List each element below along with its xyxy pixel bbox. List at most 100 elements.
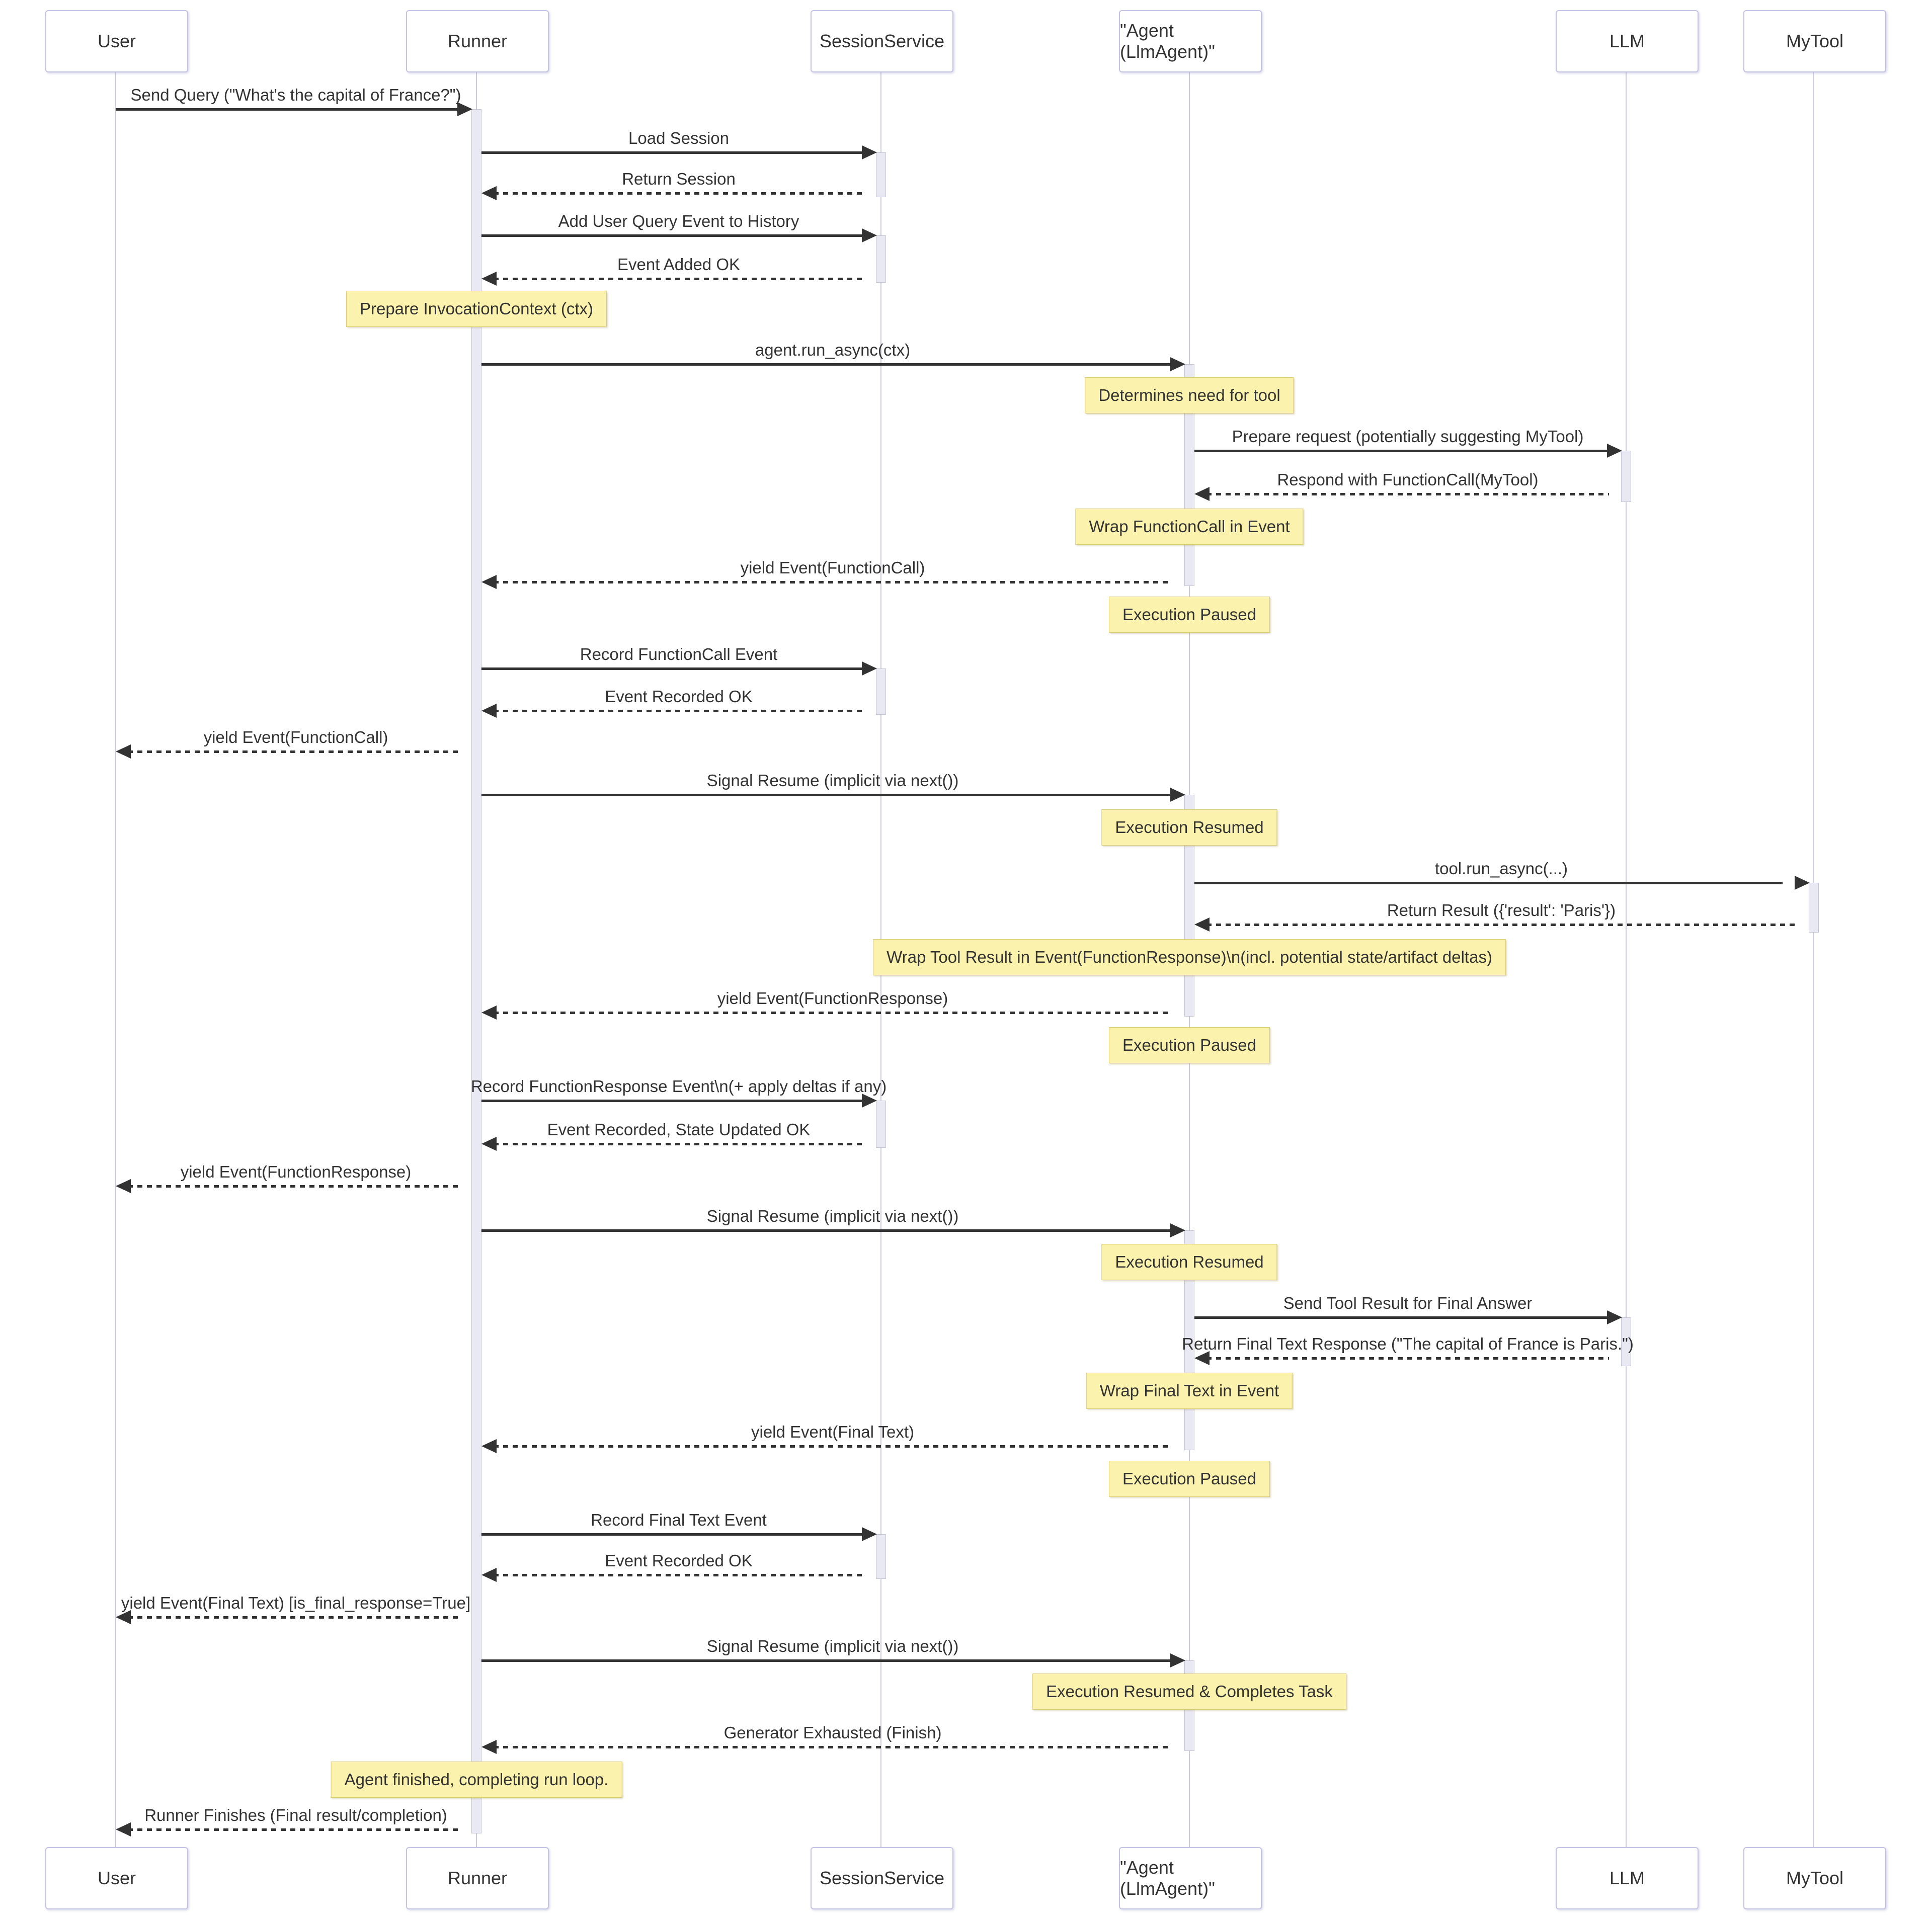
message-arrow (1194, 1316, 1607, 1319)
activation-bar-llm (1621, 451, 1631, 502)
message-label: Signal Resume (implicit via next()) (706, 1207, 959, 1225)
activation-bar-llm (1621, 1317, 1631, 1366)
participant-label: Runner (447, 1868, 508, 1888)
participant-sessionservice-bottom: SessionService (811, 1847, 953, 1909)
activation-bar-sessionservice (876, 235, 886, 283)
arrowhead-icon (1194, 917, 1210, 932)
arrowhead-icon (1170, 1223, 1185, 1237)
note: Execution Paused (1108, 1027, 1270, 1063)
participant-llm-top: LLM (1556, 10, 1699, 72)
arrowhead-icon (862, 228, 877, 242)
message-arrow (481, 363, 1170, 366)
message-arrow (494, 581, 1172, 583)
message-label: Respond with FunctionCall(MyTool) (1277, 470, 1539, 489)
arrowhead-icon (1170, 1653, 1185, 1667)
arrowhead-icon (457, 102, 472, 116)
arrowhead-icon (481, 704, 497, 718)
activation-bar-runner (471, 109, 481, 1833)
message-label: Signal Resume (implicit via next()) (706, 771, 959, 790)
note: Execution Resumed (1101, 809, 1277, 846)
participant-agent-top: "Agent (LlmAgent)" (1119, 10, 1262, 72)
activation-bar-sessionservice (876, 1534, 886, 1579)
message-label: Prepare request (potentially suggesting … (1232, 427, 1584, 446)
message-arrow (481, 1229, 1170, 1232)
message-arrow (494, 1012, 1172, 1014)
message-label: Return Session (622, 170, 736, 188)
arrowhead-icon (116, 1179, 131, 1193)
message-label: Return Result ({'result': 'Paris'}) (1387, 901, 1616, 919)
note: Execution Resumed & Completes Task (1032, 1674, 1346, 1710)
participant-mytool-top: MyTool (1743, 10, 1886, 72)
note: Execution Paused (1108, 597, 1270, 633)
arrowhead-icon (481, 272, 497, 286)
message-arrow (116, 108, 459, 111)
arrowhead-icon (116, 744, 131, 759)
arrowhead-icon (481, 1137, 497, 1151)
message-arrow (494, 1574, 864, 1576)
note: Wrap FunctionCall in Event (1075, 509, 1304, 545)
message-arrow (494, 1445, 1172, 1448)
lifeline-mytool (1813, 70, 1814, 1847)
arrowhead-icon (481, 1439, 497, 1453)
participant-label: LLM (1609, 31, 1645, 51)
arrowhead-icon (862, 145, 877, 159)
activation-bar-mytool (1809, 883, 1819, 933)
participant-label: MyTool (1786, 1868, 1844, 1888)
message-label: Signal Resume (implicit via next()) (706, 1637, 959, 1655)
arrowhead-icon (1194, 487, 1210, 501)
participant-label: User (97, 31, 136, 51)
participant-label: Runner (447, 31, 508, 51)
lifeline-llm (1626, 70, 1627, 1847)
message-label: yield Event(FunctionResponse) (717, 989, 948, 1008)
note: Execution Resumed (1101, 1244, 1277, 1280)
activation-bar-sessionservice (876, 1101, 886, 1148)
arrowhead-icon (862, 661, 877, 676)
arrowhead-icon (116, 1822, 131, 1836)
arrowhead-icon (1795, 876, 1810, 890)
message-label: Send Query ("What's the capital of Franc… (130, 86, 461, 104)
message-label: yield Event(Final Text) (751, 1423, 915, 1441)
participant-user-bottom: User (45, 1847, 188, 1909)
arrowhead-icon (481, 1006, 497, 1020)
message-label: Add User Query Event to History (558, 212, 799, 230)
message-label: Generator Exhausted (Finish) (723, 1723, 942, 1742)
message-arrow (481, 1100, 864, 1102)
arrowhead-icon (481, 1740, 497, 1754)
message-arrow (494, 278, 864, 280)
participant-label: SessionService (819, 1868, 945, 1888)
arrowhead-icon (1194, 1351, 1210, 1365)
message-label: yield Event(FunctionResponse) (180, 1162, 412, 1181)
message-arrow (1206, 1357, 1609, 1360)
arrowhead-icon (481, 186, 497, 200)
note: Execution Paused (1108, 1461, 1270, 1497)
note: Prepare InvocationContext (ctx) (346, 291, 607, 327)
message-arrow (128, 1185, 459, 1188)
message-label: Runner Finishes (Final result/completion… (144, 1806, 447, 1824)
message-label: Event Recorded OK (605, 1551, 753, 1570)
message-label: Load Session (628, 129, 729, 147)
message-label: Event Added OK (617, 255, 741, 274)
message-label: Record FunctionCall Event (580, 645, 778, 663)
participant-label: "Agent (LlmAgent)" (1120, 1857, 1215, 1899)
message-arrow (1206, 924, 1797, 926)
message-arrow (481, 151, 864, 154)
participant-label: User (97, 1868, 136, 1888)
message-label: Record FunctionResponse Event\n(+ apply … (470, 1077, 887, 1096)
message-arrow (128, 1828, 459, 1831)
participant-runner-bottom: Runner (406, 1847, 549, 1909)
message-arrow (128, 750, 459, 753)
message-arrow (494, 1143, 864, 1145)
participant-mytool-bottom: MyTool (1743, 1847, 1886, 1909)
message-arrow (1194, 882, 1783, 884)
participant-label: "Agent (LlmAgent)" (1120, 20, 1215, 62)
activation-bar-sessionservice (876, 152, 886, 197)
participant-llm-bottom: LLM (1556, 1847, 1699, 1909)
message-arrow (1206, 493, 1609, 495)
message-label: Return Final Text Response ("The capital… (1182, 1334, 1634, 1353)
arrowhead-icon (116, 1610, 131, 1624)
message-arrow (494, 192, 864, 195)
message-label: tool.run_async(...) (1434, 859, 1568, 878)
participant-agent-bottom: "Agent (LlmAgent)" (1119, 1847, 1262, 1909)
activation-bar-sessionservice (876, 668, 886, 715)
